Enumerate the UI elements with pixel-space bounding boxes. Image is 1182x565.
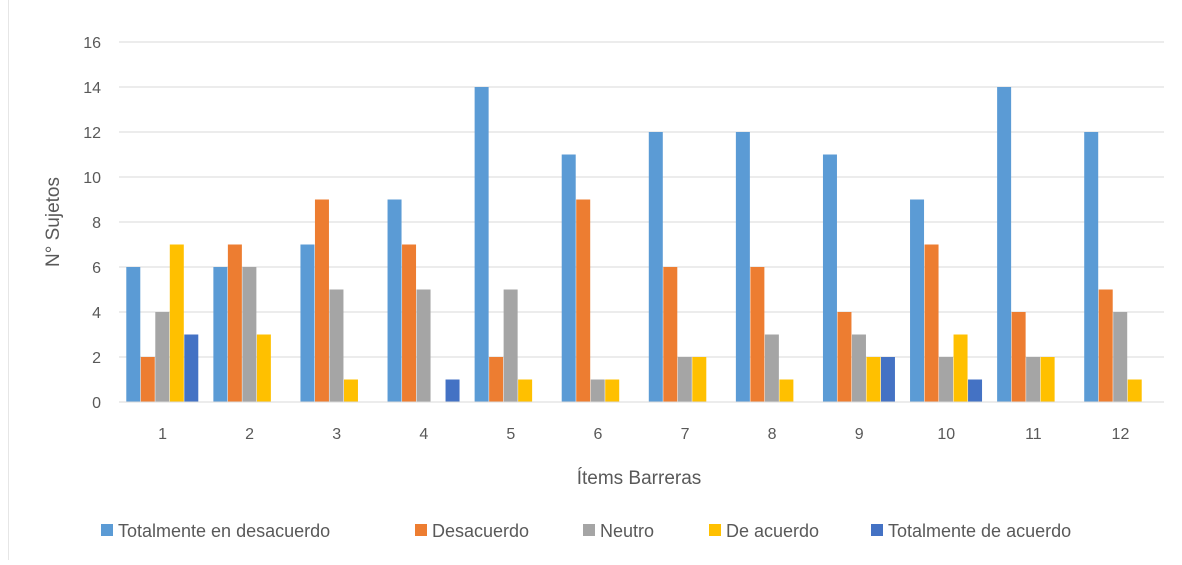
y-axis-ticks: 0 2 4 6 8 10 12 14 16 (83, 35, 101, 412)
x-tick-label: 7 (681, 426, 690, 443)
y-tick-label: 0 (92, 395, 101, 412)
chart-area: 0 2 4 6 8 10 12 14 16 1 2 3 4 5 6 7 8 9 10 11 12 N° Sujetos… (8, 0, 1181, 560)
x-tick-label: 12 (1112, 426, 1130, 443)
bar (300, 244, 315, 402)
bar (561, 154, 576, 402)
bar (387, 199, 402, 402)
legend-swatch (583, 524, 595, 536)
bar (692, 357, 707, 402)
gridlines (119, 41, 1164, 358)
bar (1011, 312, 1026, 402)
x-tick-label: 6 (594, 426, 603, 443)
y-tick-label: 6 (92, 260, 101, 277)
legend-label: Totalmente en desacuerdo (118, 521, 330, 541)
bar (764, 334, 779, 402)
bar (605, 379, 620, 402)
bar (489, 357, 504, 402)
x-tick-label: 1 (158, 426, 167, 443)
y-tick-label: 16 (83, 35, 101, 52)
bar (924, 244, 939, 402)
bar (1084, 132, 1099, 402)
bar (155, 312, 170, 402)
x-tick-label: 9 (855, 426, 864, 443)
x-tick-label: 11 (1025, 426, 1042, 443)
bar (648, 132, 663, 402)
bar (576, 199, 591, 402)
y-axis-title: N° Sujetos (43, 177, 64, 267)
bar (939, 357, 954, 402)
y-tick-label: 14 (83, 80, 101, 97)
legend-swatch (709, 524, 721, 536)
bar (677, 357, 692, 402)
bar (1113, 312, 1128, 402)
bar (837, 312, 852, 402)
x-tick-label: 5 (506, 426, 515, 443)
y-tick-label: 12 (83, 125, 101, 142)
y-tick-label: 4 (92, 305, 101, 322)
bar (735, 132, 750, 402)
bar (953, 334, 968, 402)
bar (329, 289, 344, 402)
x-tick-label: 8 (768, 426, 777, 443)
legend-swatch (871, 524, 883, 536)
y-tick-label: 10 (83, 170, 101, 187)
bar (184, 334, 199, 402)
bar (314, 199, 329, 402)
bar (1026, 357, 1041, 402)
bar (910, 199, 925, 402)
bar (822, 154, 837, 402)
bar (1098, 289, 1113, 402)
bar (256, 334, 271, 402)
bar (169, 244, 184, 402)
x-tick-label: 10 (937, 426, 955, 443)
bar (416, 289, 431, 402)
bar (590, 379, 605, 402)
bar (997, 87, 1012, 402)
legend-label: Totalmente de acuerdo (888, 521, 1071, 541)
bar (779, 379, 794, 402)
legend-label: Desacuerdo (432, 521, 529, 541)
bar (343, 379, 358, 402)
x-tick-label: 2 (245, 426, 254, 443)
bar (968, 379, 983, 402)
legend-label: Neutro (600, 521, 654, 541)
x-axis-title: Ítems Barreras (577, 468, 702, 489)
bar (1040, 357, 1055, 402)
bar (140, 357, 155, 402)
bar (126, 267, 141, 402)
bar (242, 267, 257, 402)
bar (1127, 379, 1142, 402)
bar (402, 244, 417, 402)
x-axis-ticks: 1 2 3 4 5 6 7 8 9 10 11 12 (158, 426, 1129, 443)
y-tick-label: 2 (92, 350, 101, 367)
bar (880, 357, 895, 402)
bar (851, 334, 866, 402)
y-tick-label: 8 (92, 215, 101, 232)
x-tick-label: 3 (332, 426, 341, 443)
bar (227, 244, 242, 402)
bar (866, 357, 881, 402)
legend-swatch (415, 524, 427, 536)
bar (750, 267, 765, 402)
bar (213, 267, 228, 402)
bars (126, 87, 1142, 402)
bar (474, 87, 489, 402)
legend-label: De acuerdo (726, 521, 819, 541)
bar (663, 267, 678, 402)
legend: Totalmente en desacuerdo Desacuerdo Neutro… (101, 521, 1071, 541)
x-tick-label: 4 (419, 426, 428, 443)
bar (445, 379, 460, 402)
bar (503, 289, 518, 402)
bar (518, 379, 533, 402)
legend-swatch (101, 524, 113, 536)
